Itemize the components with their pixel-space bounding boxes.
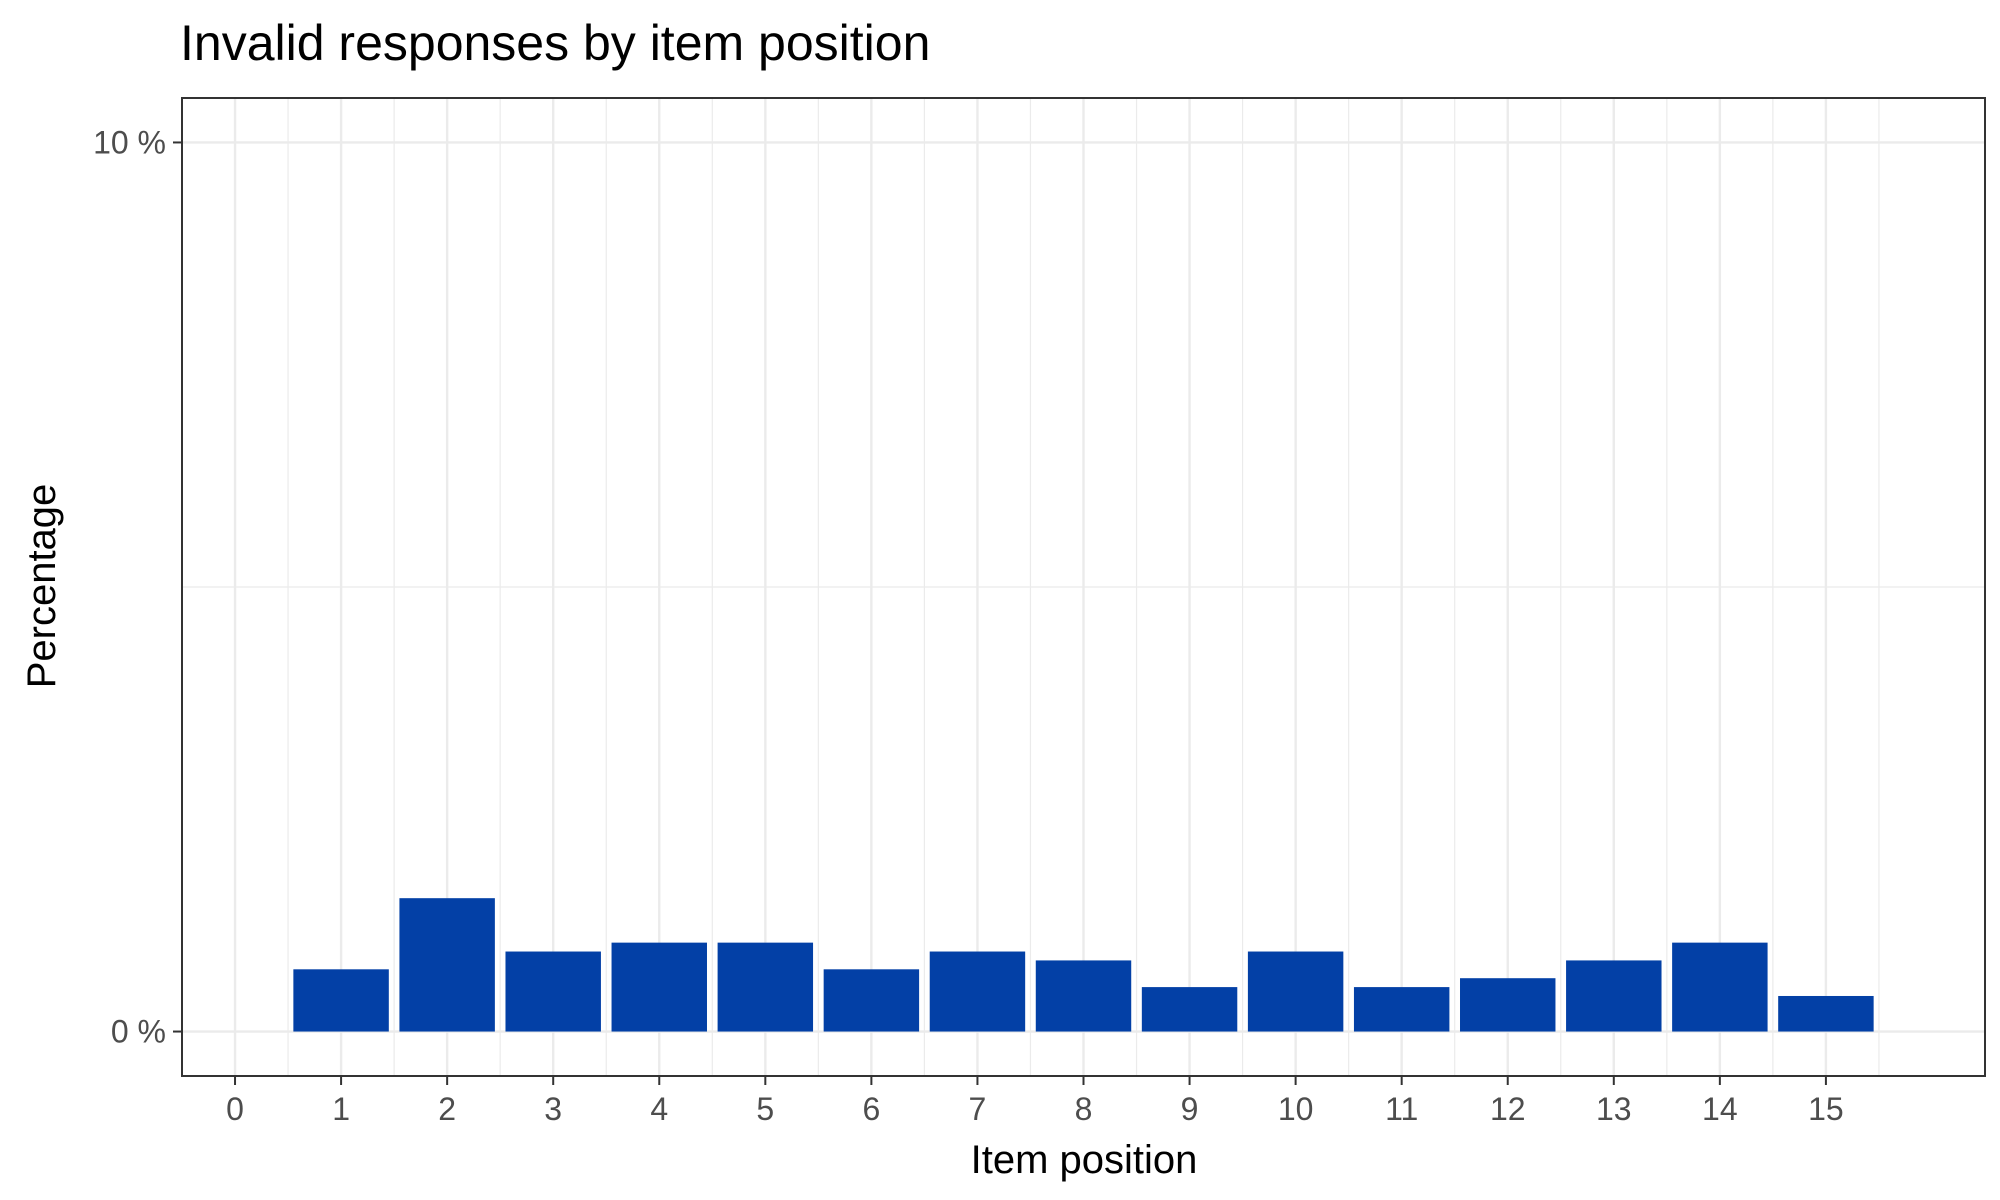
chart-title: Invalid responses by item position xyxy=(180,15,930,71)
x-tick-label: 14 xyxy=(1702,1091,1738,1127)
bar-item-7 xyxy=(929,951,1026,1032)
bar-item-12 xyxy=(1460,978,1556,1032)
bar-item-3 xyxy=(505,951,601,1032)
bar-item-15 xyxy=(1778,995,1874,1032)
bar-item-2 xyxy=(399,898,495,1032)
x-tick-label: 4 xyxy=(650,1091,668,1127)
bar-item-9 xyxy=(1141,987,1238,1032)
bar-item-5 xyxy=(717,942,814,1032)
x-tick-label: 2 xyxy=(438,1091,456,1127)
bar-item-14 xyxy=(1672,942,1768,1032)
y-tick-label: 10 % xyxy=(93,124,166,160)
bar-item-6 xyxy=(823,969,920,1032)
x-tick-label: 0 xyxy=(226,1091,244,1127)
x-tick-label: 12 xyxy=(1490,1091,1526,1127)
bar-item-1 xyxy=(293,969,389,1032)
y-tick-label: 0 % xyxy=(111,1014,166,1050)
x-axis: 0 1 2 3 4 5 6 7 8 9 10 11 12 13 14 15 xyxy=(226,1076,1844,1127)
bar-item-11 xyxy=(1353,987,1450,1032)
x-tick-label: 5 xyxy=(756,1091,774,1127)
x-tick-label: 3 xyxy=(544,1091,562,1127)
bar-item-10 xyxy=(1247,951,1344,1032)
x-tick-label: 15 xyxy=(1808,1091,1844,1127)
x-tick-label: 10 xyxy=(1278,1091,1314,1127)
bars xyxy=(293,898,1874,1032)
y-axis: 0 % 10 % xyxy=(93,124,182,1050)
x-tick-label: 9 xyxy=(1181,1091,1199,1127)
x-tick-label: 13 xyxy=(1596,1091,1632,1127)
x-tick-label: 1 xyxy=(332,1091,350,1127)
x-tick-label: 7 xyxy=(969,1091,987,1127)
bar-item-4 xyxy=(611,942,707,1032)
bar-item-8 xyxy=(1035,960,1132,1032)
x-axis-label: Item position xyxy=(971,1138,1198,1182)
x-tick-label: 6 xyxy=(862,1091,880,1127)
x-tick-label: 11 xyxy=(1385,1091,1418,1127)
bar-item-13 xyxy=(1566,960,1662,1032)
y-axis-label: Percentage xyxy=(20,484,64,689)
x-tick-label: 8 xyxy=(1075,1091,1093,1127)
